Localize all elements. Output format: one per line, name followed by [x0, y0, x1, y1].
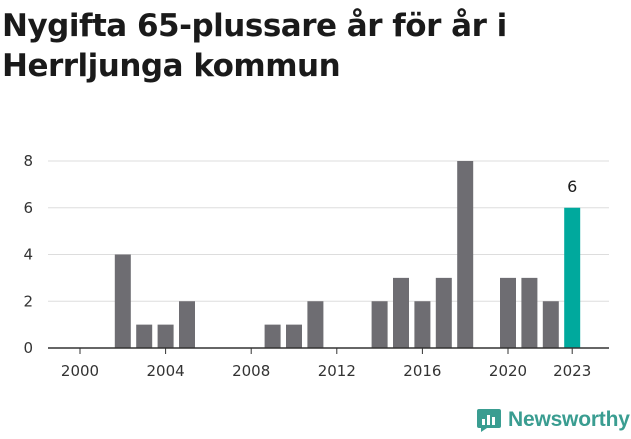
- newsworthy-brand: Newsworthy: [476, 407, 630, 433]
- x-tick-label: 2012: [318, 362, 356, 380]
- bar: [521, 277, 538, 348]
- y-tick-label: 4: [23, 246, 33, 264]
- x-tick-label: 2008: [232, 362, 270, 380]
- x-tick-label: 2004: [147, 362, 185, 380]
- x-tick-label: 2016: [403, 362, 441, 380]
- bar: [564, 207, 581, 348]
- y-tick-label: 8: [23, 152, 33, 170]
- bar: [435, 277, 452, 348]
- y-tick-label: 2: [23, 292, 33, 310]
- bar: [157, 324, 174, 348]
- bar: [264, 324, 281, 348]
- bar: [114, 254, 131, 348]
- y-tick-label: 0: [23, 339, 33, 357]
- bar: [500, 277, 516, 348]
- bar: [136, 324, 153, 348]
- bar: [542, 301, 559, 348]
- bar: [179, 301, 195, 348]
- bar: [457, 161, 474, 348]
- bar: [286, 324, 302, 348]
- bar: [393, 277, 409, 348]
- bar: [307, 301, 324, 348]
- y-tick-label: 6: [23, 199, 33, 217]
- x-tick-label: 2020: [489, 362, 527, 380]
- newsworthy-logo-icon: [477, 409, 501, 432]
- bar: [414, 301, 431, 348]
- chart-title: Nygifta 65-plussare år för år i Herrljun…: [2, 8, 507, 84]
- highlight-value-label: 6: [567, 177, 577, 196]
- x-tick-label: 2000: [61, 362, 99, 380]
- bar: [371, 301, 388, 348]
- brand-name: Newsworthy: [508, 408, 630, 431]
- x-tick-label: 2023: [553, 362, 591, 380]
